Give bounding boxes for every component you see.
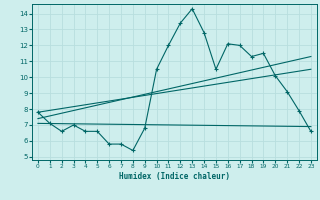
X-axis label: Humidex (Indice chaleur): Humidex (Indice chaleur) bbox=[119, 172, 230, 181]
